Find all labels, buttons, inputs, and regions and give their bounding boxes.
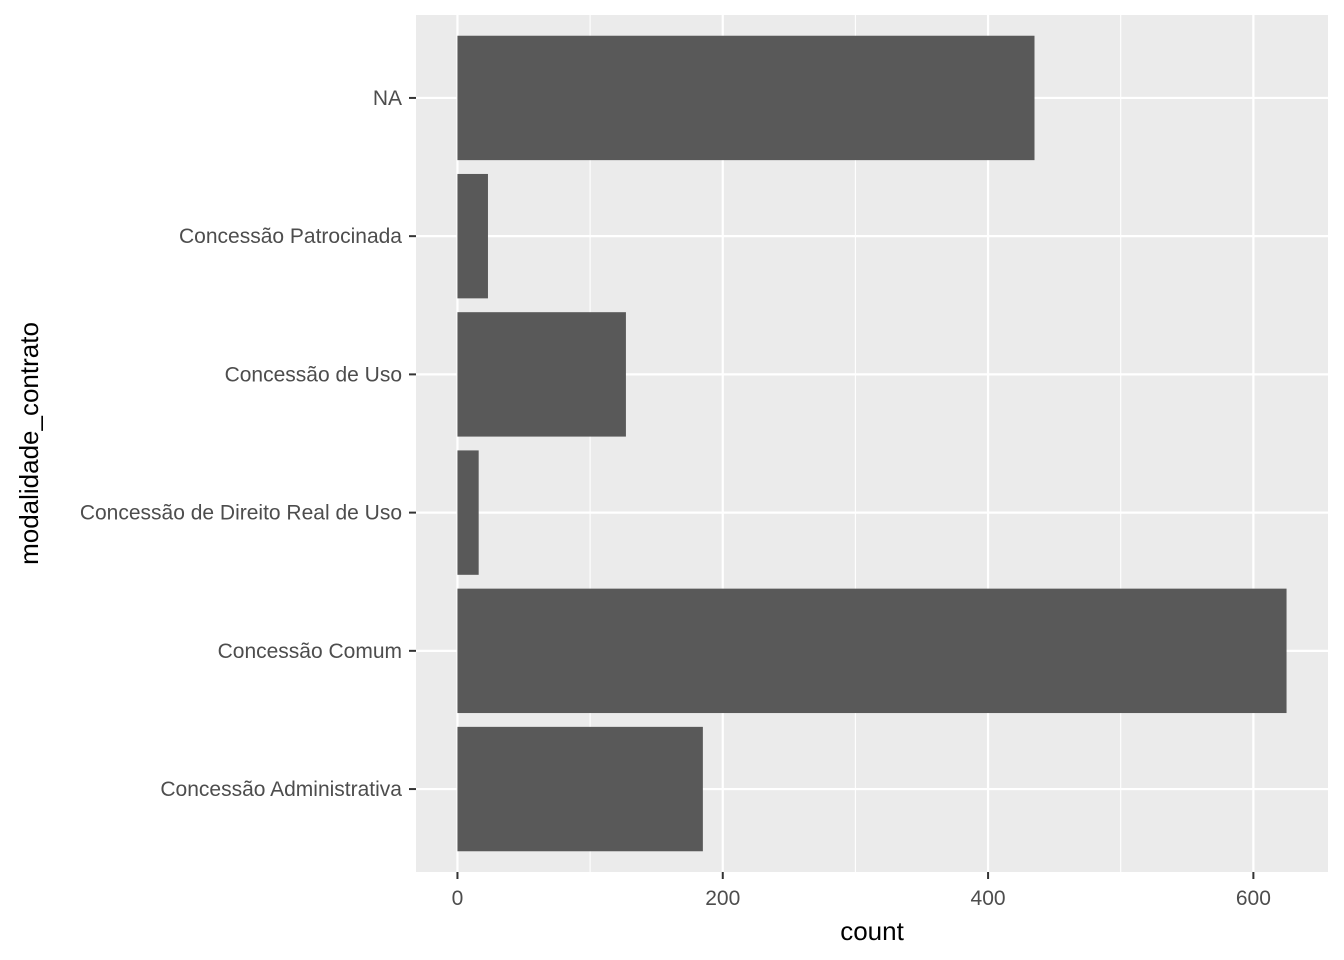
y-axis-title: modalidade_contrato [14, 322, 44, 565]
bar [457, 588, 1287, 714]
bar [457, 450, 479, 575]
y-tick-label: Concessão de Direito Real de Uso [80, 502, 402, 525]
x-tick-label: 600 [1236, 887, 1271, 910]
x-tick-label: 200 [705, 887, 740, 910]
bar [457, 173, 488, 299]
y-tick-label: Concessão Patrocinada [179, 225, 402, 248]
bar [457, 726, 703, 852]
x-axis-title: count [840, 916, 904, 946]
bar [457, 312, 626, 437]
y-tick-label: Concessão Comum [218, 640, 402, 663]
x-tick-label: 0 [452, 887, 464, 910]
x-tick-label: 400 [971, 887, 1006, 910]
bars [457, 35, 1287, 852]
y-tick-label: Concessão de Uso [225, 363, 402, 386]
y-axis: Concessão Administrativa Concessão Comum C… [80, 87, 416, 801]
bar [457, 35, 1035, 161]
y-tick-label: NA [373, 87, 402, 110]
x-axis: 0 200 400 600 [452, 872, 1271, 910]
y-tick-label: Concessão Administrativa [160, 778, 402, 801]
